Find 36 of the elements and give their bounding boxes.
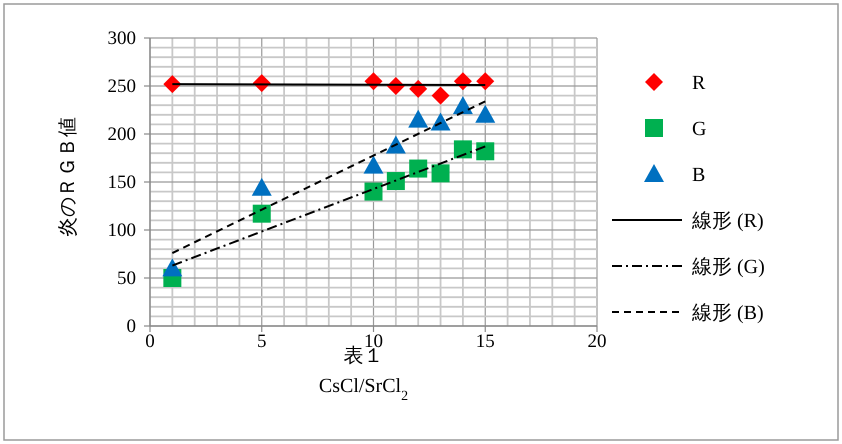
y-tick-label: 300 (108, 28, 136, 49)
x-tick-label: 20 (588, 331, 606, 352)
point (452, 96, 473, 114)
point (409, 160, 428, 178)
point (408, 110, 428, 128)
point (364, 156, 384, 174)
x-tick-label: 5 (257, 331, 266, 352)
point (386, 172, 405, 190)
x-tick-label: 0 (145, 331, 155, 352)
y-axis-title: 炎のＲＧＢ値 (57, 117, 79, 237)
point (454, 140, 472, 158)
point (364, 182, 382, 201)
point (386, 136, 406, 154)
point (162, 258, 182, 276)
legend-label: 線形 (G) (691, 256, 765, 278)
y-tick-label: 0 (126, 316, 136, 337)
point (432, 164, 450, 182)
y-tick-label: 150 (108, 172, 136, 193)
point (430, 112, 451, 130)
point (252, 204, 271, 223)
point (476, 142, 494, 160)
legend-label: 線形 (R) (691, 210, 764, 232)
point (432, 86, 450, 105)
y-tick-label: 50 (117, 268, 136, 289)
legend-label: G (692, 118, 706, 140)
point (476, 72, 494, 90)
y-tick-label: 200 (108, 124, 136, 145)
y-tick-label: 100 (108, 220, 136, 241)
x-axis-title: CsCl/SrCl$_{2}$ (318, 375, 408, 404)
legend-label: 線形 (B) (691, 302, 764, 324)
x-tick-label: 15 (476, 331, 495, 352)
y-tick-label: 250 (108, 76, 136, 97)
point (475, 104, 496, 123)
legend-label: R (692, 72, 706, 94)
legend-label: B (692, 164, 706, 186)
point (252, 178, 272, 196)
